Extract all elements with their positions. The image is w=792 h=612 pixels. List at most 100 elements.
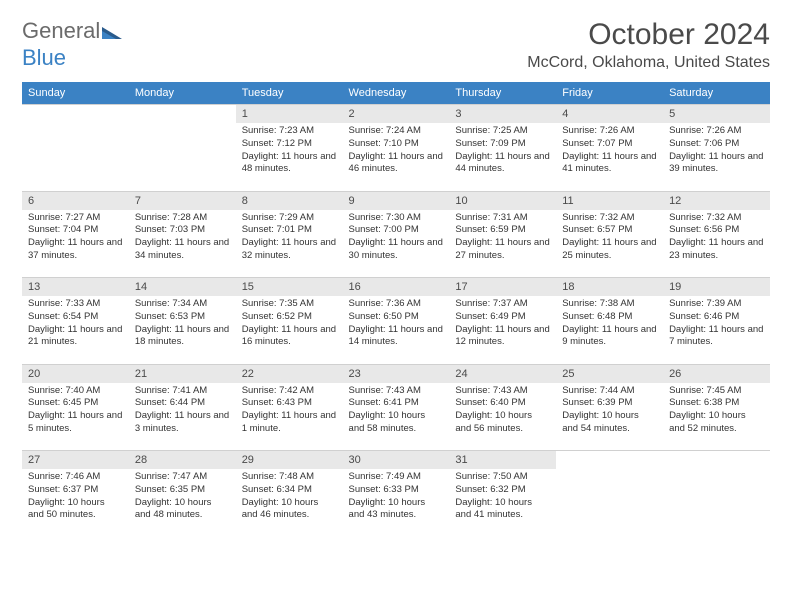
sunrise: Sunrise: 7:35 AM [242,298,337,311]
daylight: Daylight: 11 hours and 39 minutes. [669,151,764,177]
sunset: Sunset: 7:04 PM [28,224,123,237]
sunset: Sunset: 7:01 PM [242,224,337,237]
daylight: Daylight: 11 hours and 18 minutes. [135,324,230,350]
day-cell: 29Sunrise: 7:48 AMSunset: 6:34 PMDayligh… [236,451,343,532]
month-title: October 2024 [527,18,770,52]
day-cell: 3Sunrise: 7:25 AMSunset: 7:09 PMDaylight… [449,105,556,186]
day-num: 18 [556,278,663,296]
day-cell: 23Sunrise: 7:43 AMSunset: 6:41 PMDayligh… [343,364,450,445]
day-num: 10 [449,192,556,210]
daylight: Daylight: 10 hours and 50 minutes. [28,497,123,523]
day-body: Sunrise: 7:41 AMSunset: 6:44 PMDaylight:… [129,383,236,445]
calendar: SundayMondayTuesdayWednesdayThursdayFrid… [22,82,770,531]
logo-text-b: Blue [22,45,66,70]
day-num: 6 [22,192,129,210]
day-cell: 21Sunrise: 7:41 AMSunset: 6:44 PMDayligh… [129,364,236,445]
week-row: 13Sunrise: 7:33 AMSunset: 6:54 PMDayligh… [22,278,770,359]
day-num: 26 [663,365,770,383]
week-row: 20Sunrise: 7:40 AMSunset: 6:45 PMDayligh… [22,364,770,445]
sunset: Sunset: 6:37 PM [28,484,123,497]
title-block: October 2024 McCord, Oklahoma, United St… [527,18,770,80]
sunset: Sunset: 6:48 PM [562,311,657,324]
sunset: Sunset: 6:35 PM [135,484,230,497]
sunset: Sunset: 7:03 PM [135,224,230,237]
sunrise: Sunrise: 7:31 AM [455,212,550,225]
day-body: Sunrise: 7:28 AMSunset: 7:03 PMDaylight:… [129,210,236,272]
daylight: Daylight: 11 hours and 37 minutes. [28,237,123,263]
day-cell: 10Sunrise: 7:31 AMSunset: 6:59 PMDayligh… [449,191,556,272]
sunrise: Sunrise: 7:36 AM [349,298,444,311]
sunrise: Sunrise: 7:39 AM [669,298,764,311]
daylight: Daylight: 11 hours and 44 minutes. [455,151,550,177]
day-cell: 19Sunrise: 7:39 AMSunset: 6:46 PMDayligh… [663,278,770,359]
logo: General Blue [22,18,122,71]
day-num: 12 [663,192,770,210]
daylight: Daylight: 10 hours and 54 minutes. [562,410,657,436]
day-body: Sunrise: 7:25 AMSunset: 7:09 PMDaylight:… [449,123,556,185]
daylight: Daylight: 11 hours and 5 minutes. [28,410,123,436]
sunset: Sunset: 6:57 PM [562,224,657,237]
sunset: Sunset: 6:43 PM [242,397,337,410]
sunrise: Sunrise: 7:42 AM [242,385,337,398]
day-num: 9 [343,192,450,210]
day-cell: 20Sunrise: 7:40 AMSunset: 6:45 PMDayligh… [22,364,129,445]
sunrise: Sunrise: 7:23 AM [242,125,337,138]
day-num: 28 [129,451,236,469]
daylight: Daylight: 10 hours and 48 minutes. [135,497,230,523]
day-cell: 2Sunrise: 7:24 AMSunset: 7:10 PMDaylight… [343,105,450,186]
sunrise: Sunrise: 7:43 AM [455,385,550,398]
daylight: Daylight: 11 hours and 25 minutes. [562,237,657,263]
sunset: Sunset: 7:10 PM [349,138,444,151]
day-body-empty [556,469,663,531]
daylight: Daylight: 11 hours and 27 minutes. [455,237,550,263]
day-cell: 13Sunrise: 7:33 AMSunset: 6:54 PMDayligh… [22,278,129,359]
daylight: Daylight: 11 hours and 9 minutes. [562,324,657,350]
day-body: Sunrise: 7:36 AMSunset: 6:50 PMDaylight:… [343,296,450,358]
day-num: 1 [236,105,343,123]
daylight: Daylight: 11 hours and 30 minutes. [349,237,444,263]
day-cell: 1Sunrise: 7:23 AMSunset: 7:12 PMDaylight… [236,105,343,186]
day-num: 22 [236,365,343,383]
day-body-empty [129,123,236,185]
sunset: Sunset: 6:52 PM [242,311,337,324]
day-num: 24 [449,365,556,383]
sunrise: Sunrise: 7:26 AM [562,125,657,138]
day-num-empty [556,451,663,469]
day-body: Sunrise: 7:49 AMSunset: 6:33 PMDaylight:… [343,469,450,531]
sunset: Sunset: 6:34 PM [242,484,337,497]
day-cell: 11Sunrise: 7:32 AMSunset: 6:57 PMDayligh… [556,191,663,272]
header: General Blue October 2024 McCord, Oklaho… [22,18,770,80]
sunset: Sunset: 6:33 PM [349,484,444,497]
day-cell: 5Sunrise: 7:26 AMSunset: 7:06 PMDaylight… [663,105,770,186]
sunset: Sunset: 6:41 PM [349,397,444,410]
day-num: 21 [129,365,236,383]
day-body: Sunrise: 7:44 AMSunset: 6:39 PMDaylight:… [556,383,663,445]
sunset: Sunset: 6:38 PM [669,397,764,410]
daylight: Daylight: 11 hours and 1 minute. [242,410,337,436]
day-body: Sunrise: 7:34 AMSunset: 6:53 PMDaylight:… [129,296,236,358]
day-cell: 4Sunrise: 7:26 AMSunset: 7:07 PMDaylight… [556,105,663,186]
sunset: Sunset: 6:56 PM [669,224,764,237]
day-body: Sunrise: 7:30 AMSunset: 7:00 PMDaylight:… [343,210,450,272]
day-body: Sunrise: 7:23 AMSunset: 7:12 PMDaylight:… [236,123,343,185]
daylight: Daylight: 11 hours and 14 minutes. [349,324,444,350]
day-num-empty [22,105,129,123]
day-body: Sunrise: 7:38 AMSunset: 6:48 PMDaylight:… [556,296,663,358]
day-num-empty [129,105,236,123]
sunset: Sunset: 6:40 PM [455,397,550,410]
daylight: Daylight: 10 hours and 56 minutes. [455,410,550,436]
day-body: Sunrise: 7:39 AMSunset: 6:46 PMDaylight:… [663,296,770,358]
day-cell: 6Sunrise: 7:27 AMSunset: 7:04 PMDaylight… [22,191,129,272]
day-cell: 25Sunrise: 7:44 AMSunset: 6:39 PMDayligh… [556,364,663,445]
sunset: Sunset: 6:53 PM [135,311,230,324]
daylight: Daylight: 10 hours and 58 minutes. [349,410,444,436]
day-body: Sunrise: 7:24 AMSunset: 7:10 PMDaylight:… [343,123,450,185]
daylight: Daylight: 11 hours and 3 minutes. [135,410,230,436]
sunrise: Sunrise: 7:26 AM [669,125,764,138]
sunset: Sunset: 6:50 PM [349,311,444,324]
daylight: Daylight: 10 hours and 46 minutes. [242,497,337,523]
sunrise: Sunrise: 7:30 AM [349,212,444,225]
day-cell: 12Sunrise: 7:32 AMSunset: 6:56 PMDayligh… [663,191,770,272]
sunrise: Sunrise: 7:28 AM [135,212,230,225]
day-num: 20 [22,365,129,383]
